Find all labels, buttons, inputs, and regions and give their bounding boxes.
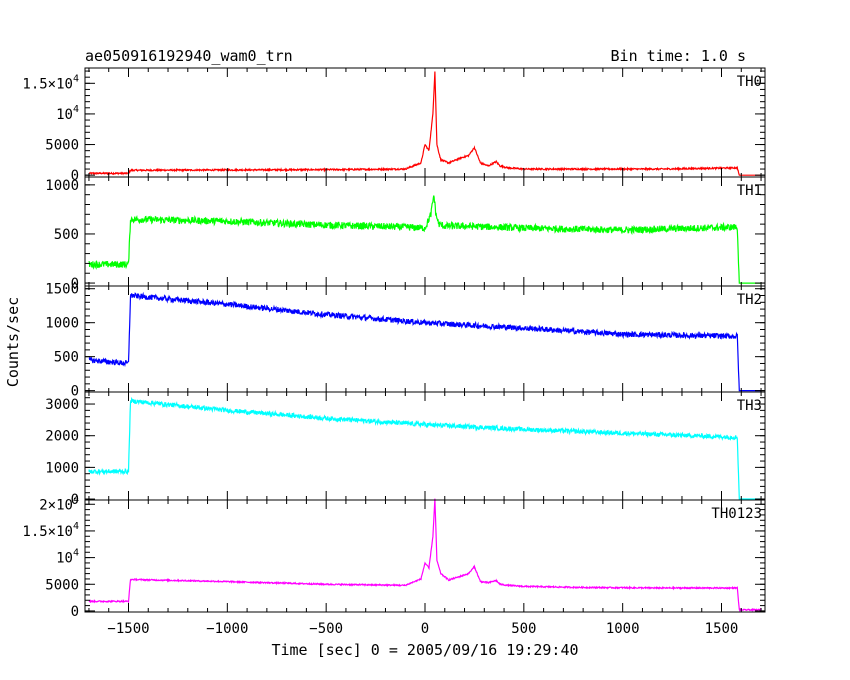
x-tick-label: 1000 — [606, 621, 640, 637]
y-tick-label: 1000 — [45, 316, 79, 332]
panel-th3: 0 1000 2000 3000 TH3 — [45, 391, 766, 508]
panel-frame — [84, 499, 766, 613]
y-tick-exponent: 4 — [73, 521, 79, 532]
y-tick-exponent: 4 — [73, 494, 79, 505]
y-tick-label: 0 — [71, 492, 79, 508]
panel-name-label: TH3 — [737, 398, 762, 414]
series-line-th3 — [88, 396, 761, 500]
y-axis-label: Counts/sec — [4, 297, 22, 387]
panel-frame — [84, 391, 766, 501]
y-tick-label: 104 — [56, 548, 79, 567]
y-tick-label: 500 — [54, 350, 79, 366]
panel-th0123: 0 5000 104 1.5×104 2×104 TH0123 — [22, 494, 766, 620]
bin-time-label: Bin time: 1.0 s — [611, 47, 746, 65]
panel-frame — [84, 67, 766, 178]
panel-th1: 0 500 1000 TH1 — [45, 176, 766, 292]
x-tick-label: 1500 — [705, 621, 739, 637]
y-tick-label: 2000 — [45, 429, 79, 445]
x-axis-label: Time [sec] 0 = 2005/09/16 19:29:40 — [271, 641, 578, 659]
y-tick-exponent: 4 — [73, 73, 79, 84]
y-tick-exponent: 4 — [73, 104, 79, 115]
y-tick-label: 2×104 — [39, 494, 79, 513]
y-tick-label: 5000 — [45, 577, 79, 593]
series-line-th0123 — [88, 498, 762, 613]
y-tick-label: 500 — [54, 227, 79, 243]
y-tick-label: 1000 — [45, 460, 79, 476]
y-tick-label: 1000 — [45, 178, 79, 194]
series-line-th0 — [88, 71, 761, 176]
panel-th2: 0 500 1000 1500 TH2 — [45, 282, 766, 400]
panel-name-label: TH0123 — [711, 506, 762, 522]
y-tick-label: 1.5×104 — [22, 73, 79, 92]
y-tick-label: 5000 — [45, 138, 79, 154]
x-tick-label: 500 — [511, 621, 536, 637]
panel-frame — [84, 285, 766, 393]
series-line-th2 — [88, 291, 761, 392]
x-tick-label: −1000 — [206, 621, 248, 637]
x-tick-label: −1500 — [107, 621, 149, 637]
panel-th0: 0 5000 104 1.5×104 TH0 — [22, 67, 766, 184]
panel-frame — [84, 176, 766, 287]
y-tick-label: 1.5×104 — [22, 521, 79, 540]
x-tick-label: −500 — [309, 621, 343, 637]
panel-name-label: TH1 — [737, 183, 762, 199]
series-line-th1 — [88, 195, 761, 284]
y-tick-label: 3000 — [45, 397, 79, 413]
panel-name-label: TH0 — [737, 74, 762, 90]
y-tick-label: 0 — [71, 604, 79, 620]
y-tick-label: 0 — [71, 276, 79, 292]
y-tick-label: 104 — [56, 104, 79, 123]
x-tick-label: 0 — [421, 621, 429, 637]
y-tick-label: 0 — [71, 168, 79, 184]
y-tick-exponent: 4 — [73, 548, 79, 559]
chart-title: ae050916192940_wam0_trn — [85, 47, 293, 65]
panel-name-label: TH2 — [737, 292, 762, 308]
y-tick-label: 1500 — [45, 282, 79, 298]
y-tick-label: 0 — [71, 384, 79, 400]
